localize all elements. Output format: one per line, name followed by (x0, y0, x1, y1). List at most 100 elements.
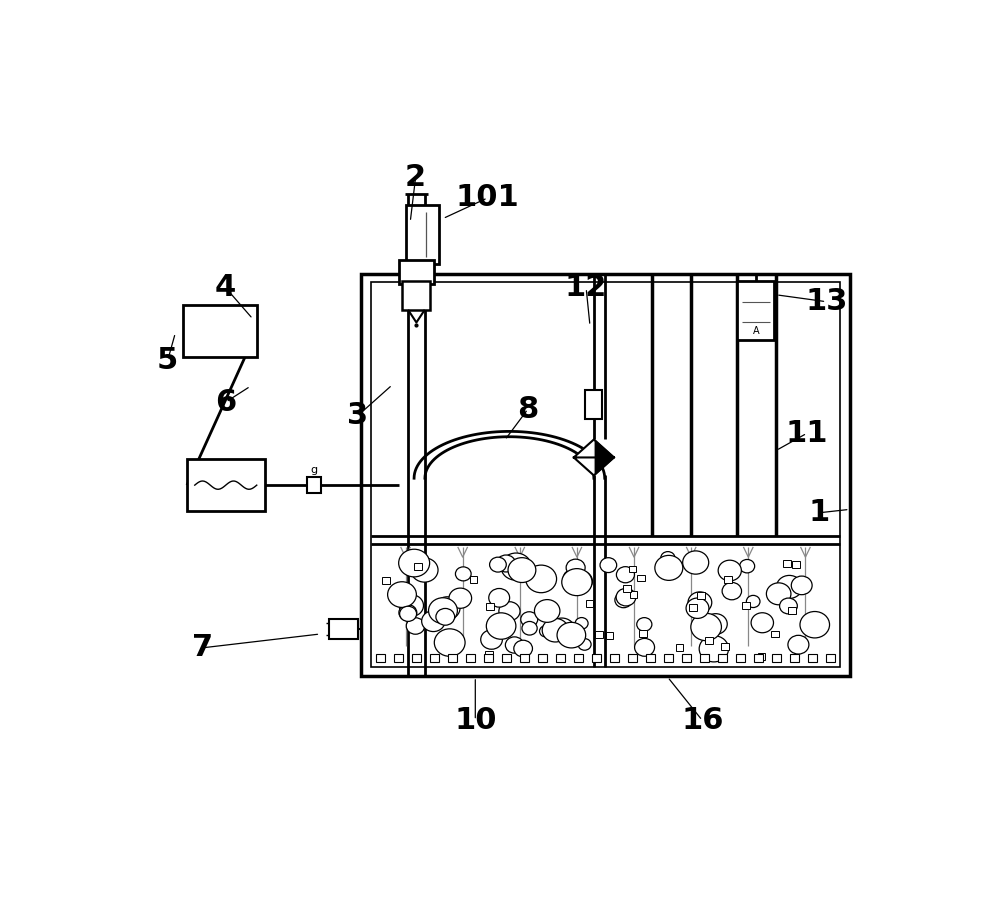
Circle shape (526, 565, 557, 592)
Circle shape (406, 618, 425, 634)
Bar (758, 654, 765, 660)
Bar (724, 576, 732, 583)
Text: 12: 12 (565, 273, 607, 302)
Bar (737, 280, 774, 340)
Bar (382, 576, 390, 583)
Circle shape (400, 606, 417, 621)
Bar (676, 644, 683, 651)
Circle shape (704, 614, 727, 635)
Circle shape (637, 618, 652, 631)
Circle shape (600, 557, 617, 573)
Circle shape (411, 558, 438, 583)
Circle shape (766, 583, 791, 605)
Bar (783, 560, 791, 566)
Text: 2: 2 (405, 163, 426, 191)
Bar (788, 607, 796, 614)
Bar (329, 619, 358, 639)
Circle shape (683, 551, 709, 574)
Bar (485, 652, 493, 658)
Circle shape (436, 609, 455, 625)
Bar (466, 654, 475, 662)
Bar (646, 654, 655, 662)
Bar (697, 592, 705, 599)
Bar (183, 305, 257, 357)
Bar (520, 654, 529, 662)
Bar (792, 561, 800, 568)
Bar (448, 654, 457, 662)
Bar (700, 654, 709, 662)
Text: 10: 10 (454, 706, 497, 735)
Bar (736, 654, 745, 662)
Bar (630, 592, 637, 598)
Circle shape (616, 566, 634, 583)
Bar (639, 629, 647, 636)
Circle shape (718, 560, 741, 581)
Bar (399, 260, 434, 284)
Circle shape (486, 613, 516, 639)
Bar (412, 654, 421, 662)
Circle shape (740, 559, 755, 573)
Text: 5: 5 (157, 346, 178, 375)
Circle shape (691, 613, 721, 641)
Circle shape (722, 583, 742, 600)
Circle shape (434, 628, 465, 656)
Bar (826, 654, 835, 662)
Circle shape (534, 600, 560, 622)
Text: 7: 7 (192, 633, 213, 663)
Bar (538, 654, 547, 662)
Bar (430, 654, 439, 662)
Text: 11: 11 (786, 419, 828, 448)
Circle shape (435, 597, 460, 619)
Circle shape (542, 619, 569, 642)
Bar (705, 636, 713, 644)
Circle shape (776, 575, 802, 599)
Circle shape (699, 636, 729, 662)
Bar (623, 585, 631, 592)
Circle shape (399, 549, 430, 577)
Circle shape (422, 610, 445, 632)
Circle shape (655, 556, 683, 581)
Circle shape (686, 598, 709, 619)
Bar (689, 603, 697, 610)
Text: 101: 101 (456, 183, 520, 212)
Circle shape (616, 588, 636, 606)
Bar (376, 654, 385, 662)
Circle shape (497, 555, 516, 572)
Bar (556, 654, 565, 662)
Text: 3: 3 (347, 402, 368, 431)
Circle shape (569, 571, 592, 592)
Circle shape (388, 582, 416, 608)
Circle shape (557, 622, 586, 648)
Bar (574, 654, 583, 662)
Bar (586, 601, 593, 607)
Circle shape (746, 595, 760, 608)
Circle shape (780, 598, 797, 614)
Text: 4: 4 (215, 273, 236, 302)
Text: 16: 16 (681, 706, 724, 735)
Circle shape (399, 605, 417, 620)
Circle shape (449, 588, 472, 609)
Bar (595, 631, 603, 638)
Bar (682, 654, 691, 662)
Polygon shape (574, 440, 594, 476)
Bar (629, 565, 636, 573)
Bar (402, 280, 430, 310)
Circle shape (710, 615, 723, 627)
Circle shape (751, 613, 773, 633)
Circle shape (481, 630, 502, 649)
Circle shape (499, 601, 520, 620)
Bar (742, 602, 750, 609)
Circle shape (788, 636, 809, 654)
Bar (502, 654, 511, 662)
Circle shape (521, 611, 538, 627)
Circle shape (505, 636, 524, 654)
Circle shape (508, 557, 536, 583)
Bar (307, 476, 321, 494)
Circle shape (455, 567, 471, 581)
Text: g: g (311, 465, 318, 475)
Text: 13: 13 (805, 287, 848, 316)
Bar (628, 654, 637, 662)
Circle shape (549, 618, 575, 641)
Bar (718, 654, 727, 662)
Text: 8: 8 (517, 395, 539, 423)
